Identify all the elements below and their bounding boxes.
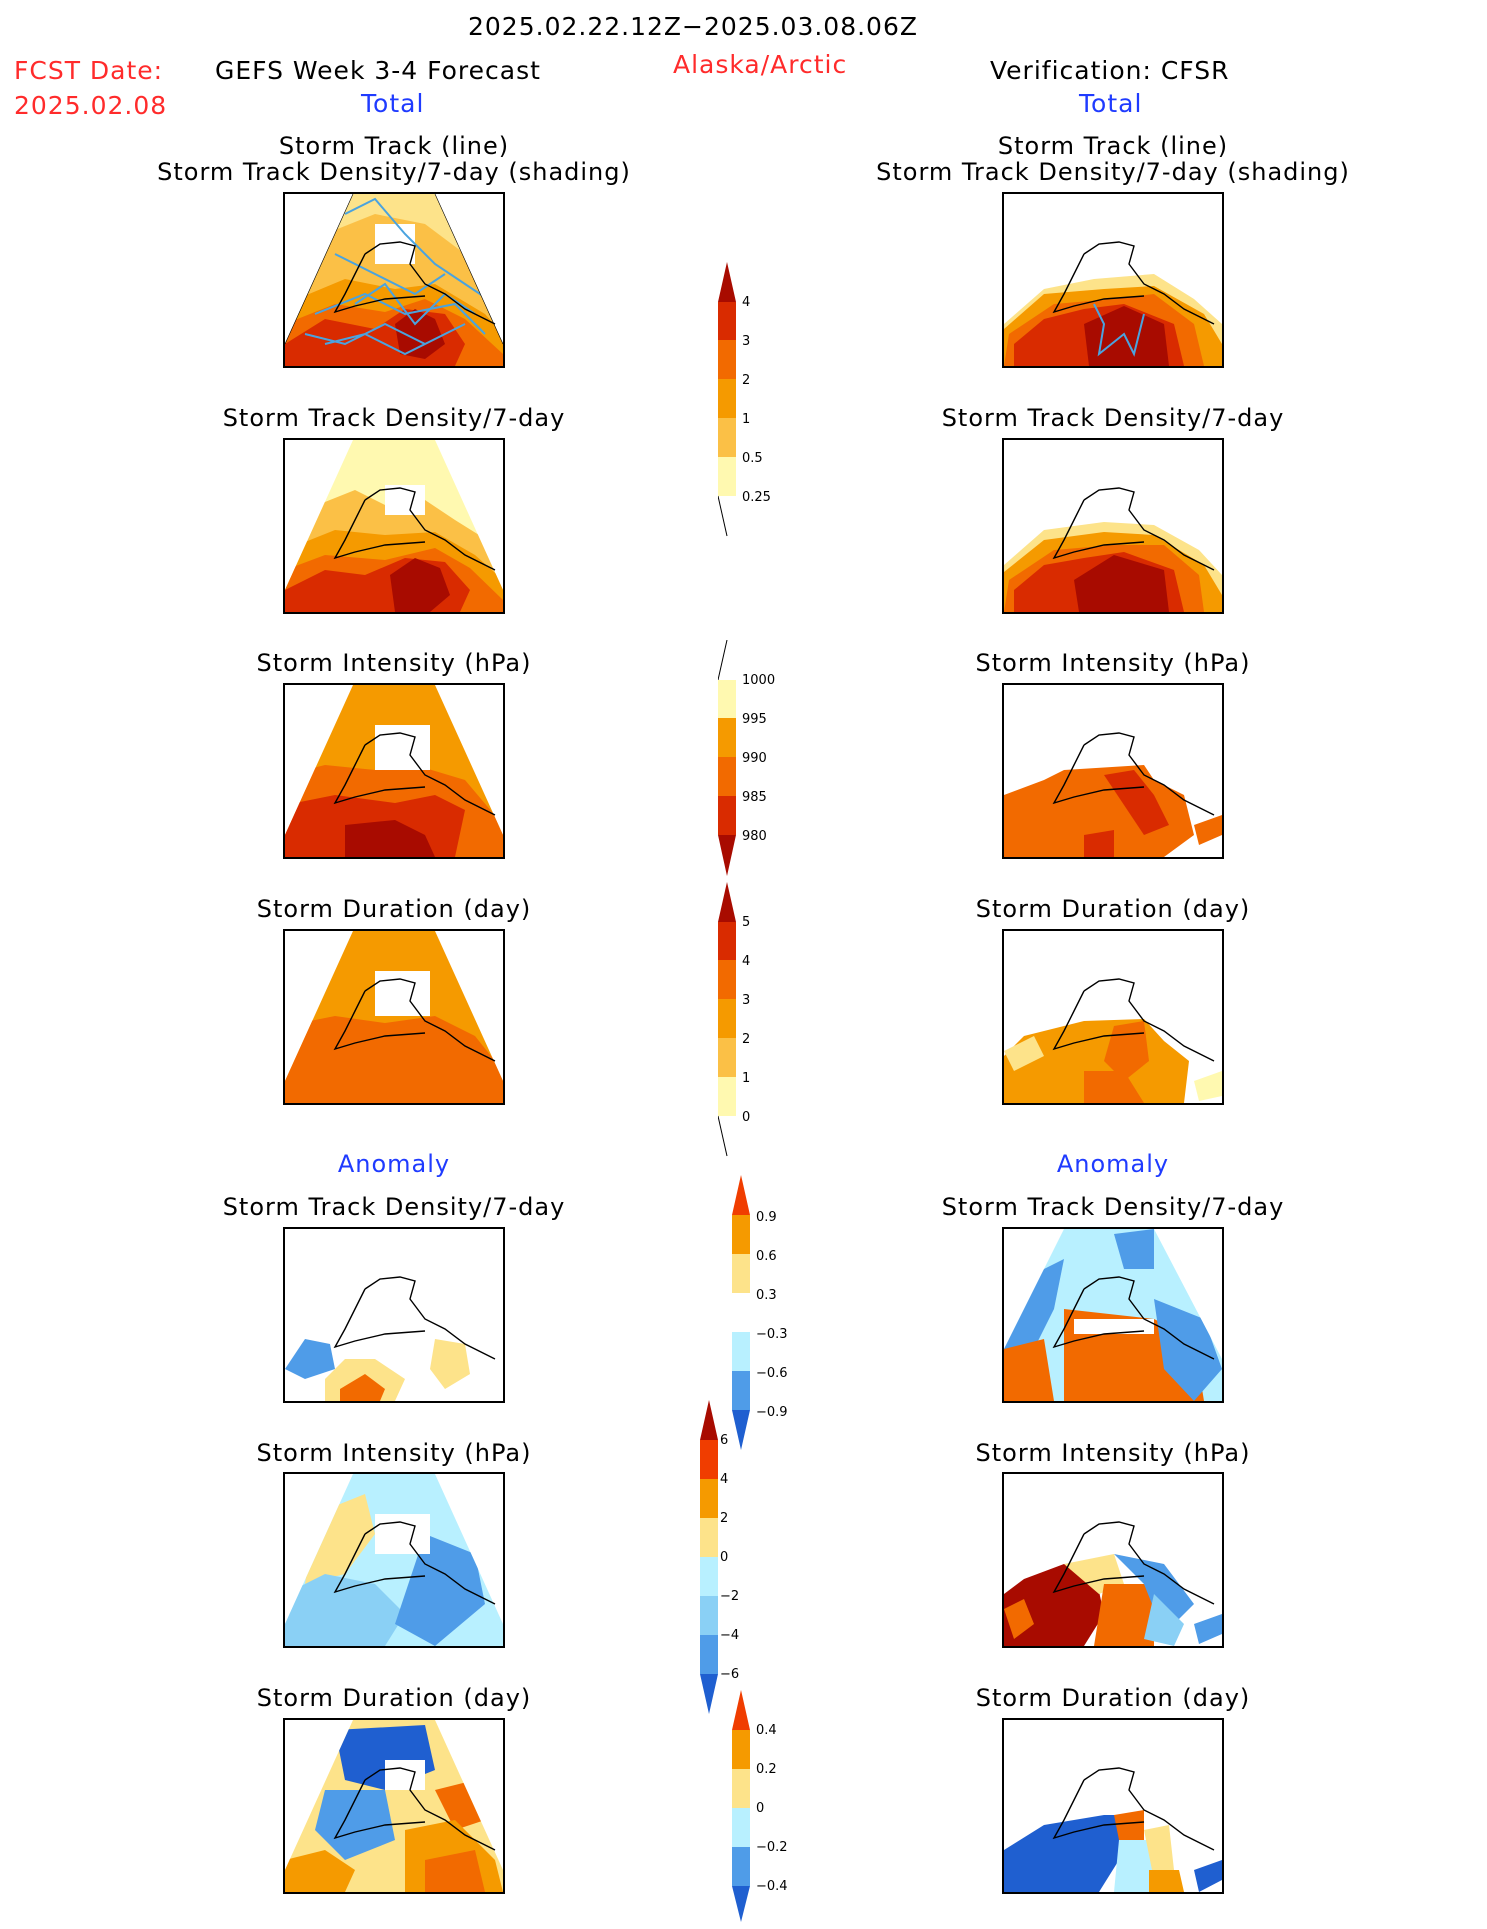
anomaly-label-right: Anomaly (1056, 1150, 1170, 1178)
colorbar-intensity-anomaly (700, 1400, 722, 1724)
map-density-anomaly-verification (1002, 1227, 1224, 1403)
title-track-density-left: Storm Track Density/7-day (222, 404, 566, 432)
colorbar-density-anomaly (732, 1175, 754, 1459)
title-anom-density-right: Storm Track Density/7-day (941, 1193, 1285, 1221)
cb-intensity-anom-tick: −6 (720, 1667, 740, 1682)
cb-intensity-anom-tick: 6 (720, 1433, 729, 1448)
colorbar-intensity (717, 639, 740, 884)
cb-duration-tick: 2 (742, 1032, 751, 1047)
cb-intensity-tick: 990 (742, 751, 767, 766)
title-anom-intensity-right: Storm Intensity (hPa) (975, 1439, 1251, 1467)
cb-duration-anom-tick: −0.4 (756, 1879, 788, 1894)
map-track-density-forecast (283, 192, 505, 368)
title-track-density-right: Storm Track Density/7-day (941, 404, 1285, 432)
map-density-anomaly-forecast (283, 1227, 505, 1403)
cb-duration-anom-tick: −0.2 (756, 1840, 788, 1855)
map-intensity-forecast (283, 683, 505, 859)
cb-intensity-anom-tick: −4 (720, 1628, 740, 1643)
cb-density-tick: 0.25 (742, 490, 771, 505)
cb-density-anom-tick: −0.6 (756, 1366, 788, 1381)
right-subtitle: Total (1079, 89, 1143, 118)
cb-duration-tick: 3 (742, 993, 751, 1008)
map-duration-forecast (283, 929, 505, 1105)
cb-density-anom-tick: 0.3 (756, 1288, 777, 1303)
cb-duration-anom-tick: 0.2 (756, 1762, 777, 1777)
cb-duration-anom-tick: 0 (756, 1801, 765, 1816)
title-duration-left: Storm Duration (day) (256, 895, 532, 923)
cb-intensity-anom-tick: 4 (720, 1472, 729, 1487)
cb-duration-tick: 0 (742, 1110, 751, 1125)
title-intensity-left: Storm Intensity (hPa) (256, 649, 532, 677)
region-label: Alaska/Arctic (673, 50, 848, 79)
map-duration-anomaly-forecast (283, 1718, 505, 1894)
cb-intensity-anom-tick: 0 (720, 1550, 729, 1565)
cb-density-anom-tick: 0.9 (756, 1210, 777, 1225)
map-duration-verification (1002, 929, 1224, 1105)
map-density-verification (1002, 438, 1224, 614)
cb-density-tick: 2 (742, 373, 751, 388)
left-title: GEFS Week 3-4 Forecast (215, 56, 541, 85)
fcst-date-label: FCST Date: (14, 56, 164, 85)
cb-density-anom-tick: 0.6 (756, 1249, 777, 1264)
title-duration-right: Storm Duration (day) (975, 895, 1251, 923)
anomaly-label-left: Anomaly (337, 1150, 451, 1178)
cb-density-anom-tick: −0.3 (756, 1327, 788, 1342)
map-intensity-anomaly-forecast (283, 1472, 505, 1648)
cb-duration-tick: 4 (742, 954, 751, 969)
right-title: Verification: CFSR (990, 56, 1230, 85)
colorbar-duration (717, 882, 740, 1166)
title-track-line-right: Storm Track (line) (997, 132, 1229, 160)
map-track-density-verification (1002, 192, 1224, 368)
fcst-date-value: 2025.02.08 (14, 91, 168, 120)
title-track-density-shading-right: Storm Track Density/7-day (shading) (876, 158, 1350, 186)
title-track-line-left: Storm Track (line) (278, 132, 510, 160)
map-intensity-anomaly-verification (1002, 1472, 1224, 1648)
cb-intensity-tick: 980 (742, 829, 767, 844)
map-duration-anomaly-verification (1002, 1718, 1224, 1894)
title-anom-density-left: Storm Track Density/7-day (222, 1193, 566, 1221)
cb-density-tick: 1 (742, 412, 751, 427)
cb-duration-anom-tick: 0.4 (756, 1723, 777, 1738)
title-anom-intensity-left: Storm Intensity (hPa) (256, 1439, 532, 1467)
cb-intensity-anom-tick: −2 (720, 1589, 740, 1604)
cb-intensity-anom-tick: 2 (720, 1511, 729, 1526)
cb-duration-tick: 1 (742, 1071, 751, 1086)
colorbar-density (717, 262, 740, 546)
cb-density-tick: 3 (742, 334, 751, 349)
left-subtitle: Total (361, 89, 425, 118)
cb-density-tick: 4 (742, 295, 751, 310)
title-track-density-shading-left: Storm Track Density/7-day (shading) (157, 158, 631, 186)
cb-duration-tick: 5 (742, 915, 751, 930)
cb-intensity-tick: 995 (742, 712, 767, 727)
title-anom-duration-left: Storm Duration (day) (256, 1684, 532, 1712)
title-anom-duration-right: Storm Duration (day) (975, 1684, 1251, 1712)
cb-density-tick: 0.5 (742, 451, 763, 466)
map-intensity-verification (1002, 683, 1224, 859)
cb-intensity-tick: 985 (742, 790, 767, 805)
colorbar-duration-anomaly (732, 1690, 754, 1929)
cb-density-anom-tick: −0.9 (756, 1405, 788, 1420)
date-range: 2025.02.22.12Z−2025.03.08.06Z (468, 12, 918, 41)
cb-intensity-tick: 1000 (742, 673, 776, 688)
map-density-forecast (283, 438, 505, 614)
title-intensity-right: Storm Intensity (hPa) (975, 649, 1251, 677)
